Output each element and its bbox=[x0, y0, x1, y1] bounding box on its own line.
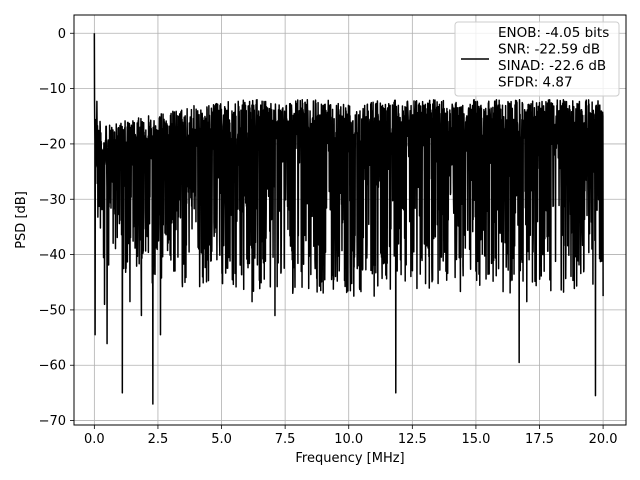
y-axis-label: PSD [dB] bbox=[14, 191, 29, 249]
x-tick-label: 20.0 bbox=[589, 432, 618, 447]
x-tick-label: 17.5 bbox=[525, 432, 554, 447]
x-tick-label: 10.0 bbox=[334, 432, 363, 447]
y-tick-label: −70 bbox=[39, 414, 66, 429]
legend: ENOB: -4.05 bits SNR: -22.59 dB SINAD: -22… bbox=[454, 21, 620, 97]
y-tick-label: −40 bbox=[39, 248, 66, 263]
x-tick-label: 7.5 bbox=[275, 432, 296, 447]
plot-frame bbox=[73, 14, 627, 426]
x-axis: 0.0 2.5 5.0 7.5 10.0 12.5 15.0 17.5 20.0 bbox=[84, 425, 618, 447]
y-tick-label: −20 bbox=[39, 137, 66, 152]
psd-line bbox=[93, 33, 604, 405]
y-tick-label: 0 bbox=[58, 27, 66, 42]
x-axis-label: Frequency [MHz] bbox=[295, 451, 404, 466]
x-tick-label: 2.5 bbox=[148, 432, 169, 447]
legend-label: ENOB: -4.05 bits SNR: -22.59 dB SINAD: -22… bbox=[498, 25, 609, 91]
x-tick-label: 5.0 bbox=[211, 432, 232, 447]
x-tick-label: 15.0 bbox=[461, 432, 490, 447]
y-axis: 0 −10 −20 −30 −40 −50 −60 −70 bbox=[39, 27, 74, 429]
x-tick-label: 0.0 bbox=[84, 432, 105, 447]
y-tick-label: −50 bbox=[39, 303, 66, 318]
y-tick-label: −60 bbox=[39, 359, 66, 374]
y-tick-label: −30 bbox=[39, 193, 66, 208]
y-tick-label: −10 bbox=[39, 82, 66, 97]
legend-box bbox=[454, 21, 620, 97]
x-tick-label: 12.5 bbox=[398, 432, 427, 447]
series-line bbox=[93, 33, 604, 405]
